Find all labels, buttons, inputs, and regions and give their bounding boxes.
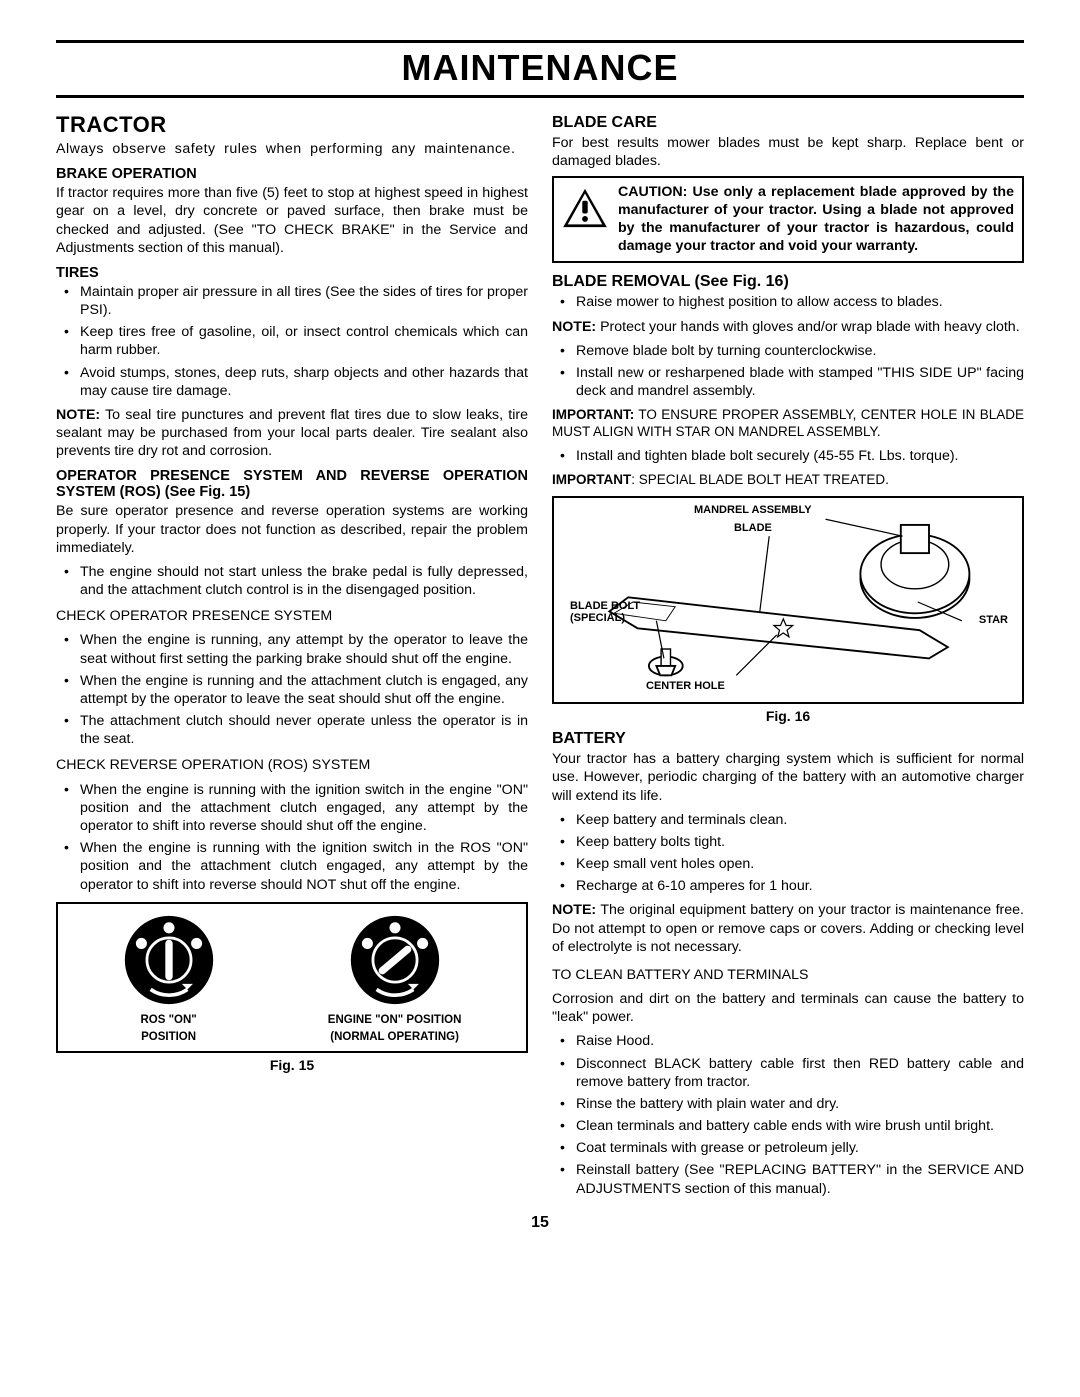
fig15-eng-label1: ENGINE "ON" POSITION (328, 1014, 462, 1028)
check-ros-list: When the engine is running with the igni… (56, 781, 528, 894)
list-item: Remove blade bolt by turning countercloc… (552, 342, 1024, 360)
check-ops-list: When the engine is running, any attempt … (56, 631, 528, 748)
list-item: Clean terminals and battery cable ends w… (552, 1117, 1024, 1135)
clean-para: Corrosion and dirt on the battery and te… (552, 990, 1024, 1026)
note-label: NOTE: (552, 902, 596, 918)
list-item: Install and tighten blade bolt securely … (552, 447, 1024, 465)
list-item: Keep battery bolts tight. (552, 833, 1024, 851)
list-item: When the engine is running, any attempt … (56, 631, 528, 667)
clean-heading: TO CLEAN BATTERY AND TERMINALS (552, 966, 1024, 984)
list-item: Keep battery and terminals clean. (552, 811, 1024, 829)
list-item: Disconnect BLACK battery cable first the… (552, 1055, 1024, 1091)
important2: IMPORTANT: SPECIAL BLADE BOLT HEAT TREAT… (552, 471, 1024, 488)
list-item: The engine should not start unless the b… (56, 563, 528, 599)
removal-note: NOTE: Protect your hands with gloves and… (552, 318, 1024, 336)
fig15-eng-label2: (NORMAL OPERATING) (328, 1031, 462, 1045)
important-label: IMPORTANT: (552, 407, 634, 422)
note-label: NOTE: (56, 407, 100, 423)
note-text: To seal tire punctures and prevent flat … (56, 407, 528, 459)
caution-text: CAUTION: Use only a replacement blade ap… (618, 184, 1014, 255)
fig15-ros-label2: POSITION (123, 1031, 215, 1045)
list-item: When the engine is running and the attac… (56, 672, 528, 708)
f16-mandrel-label: MANDREL ASSEMBLY (694, 504, 812, 516)
fig15-engine-item: ENGINE "ON" POSITION (NORMAL OPERATING) (328, 914, 462, 1046)
list-item: Install new or resharpened blade with st… (552, 364, 1024, 400)
list-item: Recharge at 6-10 amperes for 1 hour. (552, 877, 1024, 895)
removal-list-a: Raise mower to highest position to allow… (552, 293, 1024, 311)
title-rule (56, 95, 1024, 98)
left-column: TRACTOR Always observe safety rules when… (56, 108, 528, 1204)
blade-removal-heading: BLADE REMOVAL (See Fig. 16) (552, 273, 1024, 291)
list-item: Avoid stumps, stones, deep ruts, sharp o… (56, 364, 528, 400)
list-item: Keep small vent holes open. (552, 855, 1024, 873)
list-item: When the engine is running with the igni… (56, 839, 528, 894)
brake-para: If tractor requires more than five (5) f… (56, 184, 528, 257)
list-item: Raise Hood. (552, 1032, 1024, 1050)
note-label: NOTE: (552, 319, 596, 335)
list-item: Maintain proper air pressure in all tire… (56, 283, 528, 319)
blade-care-para: For best results mower blades must be ke… (552, 134, 1024, 170)
fig15-ros-item: ROS "ON" POSITION (123, 914, 215, 1046)
important-text: : SPECIAL BLADE BOLT HEAT TREATED. (631, 472, 889, 487)
f16-star-label: STAR (979, 614, 1008, 626)
f16-bolt-label1: BLADE BOLT (570, 600, 640, 612)
top-rule (56, 40, 1024, 43)
list-item: When the engine is running with the igni… (56, 781, 528, 836)
note-text: The original equipment battery on your t… (552, 902, 1024, 954)
brake-heading: BRAKE OPERATION (56, 166, 528, 182)
fig16-caption: Fig. 16 (552, 708, 1024, 724)
tractor-intro: Always observe safety rules when perform… (56, 140, 528, 158)
check-ros-heading: CHECK REVERSE OPERATION (ROS) SYSTEM (56, 756, 528, 774)
fig15-ros-label1: ROS "ON" (123, 1014, 215, 1028)
ops-list1: The engine should not start unless the b… (56, 563, 528, 599)
list-item: Coat terminals with grease or petroleum … (552, 1139, 1024, 1157)
battery-note: NOTE: The original equipment battery on … (552, 901, 1024, 956)
clean-list: Raise Hood. Disconnect BLACK battery cab… (552, 1032, 1024, 1197)
fig15-box: ROS "ON" POSITION ENGINE "ON" POSITI (56, 902, 528, 1054)
removal-list-b: Remove blade bolt by turning countercloc… (552, 342, 1024, 401)
tires-heading: TIRES (56, 265, 528, 281)
important1: IMPORTANT: TO ENSURE PROPER ASSEMBLY, CE… (552, 406, 1024, 441)
list-item: The attachment clutch should never opera… (56, 712, 528, 748)
f16-center-label: CENTER HOLE (646, 680, 725, 692)
battery-para: Your tractor has a battery charging syst… (552, 750, 1024, 805)
f16-bolt-label2: (SPECIAL) (570, 612, 625, 624)
page-title: MAINTENANCE (56, 45, 1024, 95)
right-column: BLADE CARE For best results mower blades… (552, 108, 1024, 1204)
engine-on-icon (349, 914, 441, 1006)
ops-para: Be sure operator presence and reverse op… (56, 502, 528, 557)
list-item: Reinstall battery (See "REPLACING BATTER… (552, 1161, 1024, 1197)
caution-box: CAUTION: Use only a replacement blade ap… (552, 176, 1024, 263)
warning-icon (562, 188, 608, 228)
ops-heading: OPERATOR PRESENCE SYSTEM AND REVERSE OPE… (56, 468, 528, 500)
fig16-box: MANDREL ASSEMBLY BLADE BLADE BOLT (SPECI… (552, 496, 1024, 704)
f16-blade-label: BLADE (734, 522, 772, 534)
fig15-caption: Fig. 15 (56, 1057, 528, 1073)
list-item: Keep tires free of gasoline, oil, or ins… (56, 323, 528, 359)
removal-list-c: Install and tighten blade bolt securely … (552, 447, 1024, 465)
battery-list: Keep battery and terminals clean. Keep b… (552, 811, 1024, 896)
tractor-heading: TRACTOR (56, 112, 528, 138)
list-item: Rinse the battery with plain water and d… (552, 1095, 1024, 1113)
important-label: IMPORTANT (552, 472, 631, 487)
tires-list: Maintain proper air pressure in all tire… (56, 283, 528, 400)
content-columns: TRACTOR Always observe safety rules when… (56, 108, 1024, 1204)
ros-on-icon (123, 914, 215, 1006)
fig15-row: ROS "ON" POSITION ENGINE "ON" POSITI (66, 914, 518, 1046)
list-item: Raise mower to highest position to allow… (552, 293, 1024, 311)
tires-note: NOTE: To seal tire punctures and prevent… (56, 406, 528, 461)
battery-heading: BATTERY (552, 730, 1024, 748)
note-text: Protect your hands with gloves and/or wr… (596, 319, 1020, 335)
blade-care-heading: BLADE CARE (552, 114, 1024, 132)
check-ops-heading: CHECK OPERATOR PRESENCE SYSTEM (56, 607, 528, 625)
page-number: 15 (56, 1214, 1024, 1232)
